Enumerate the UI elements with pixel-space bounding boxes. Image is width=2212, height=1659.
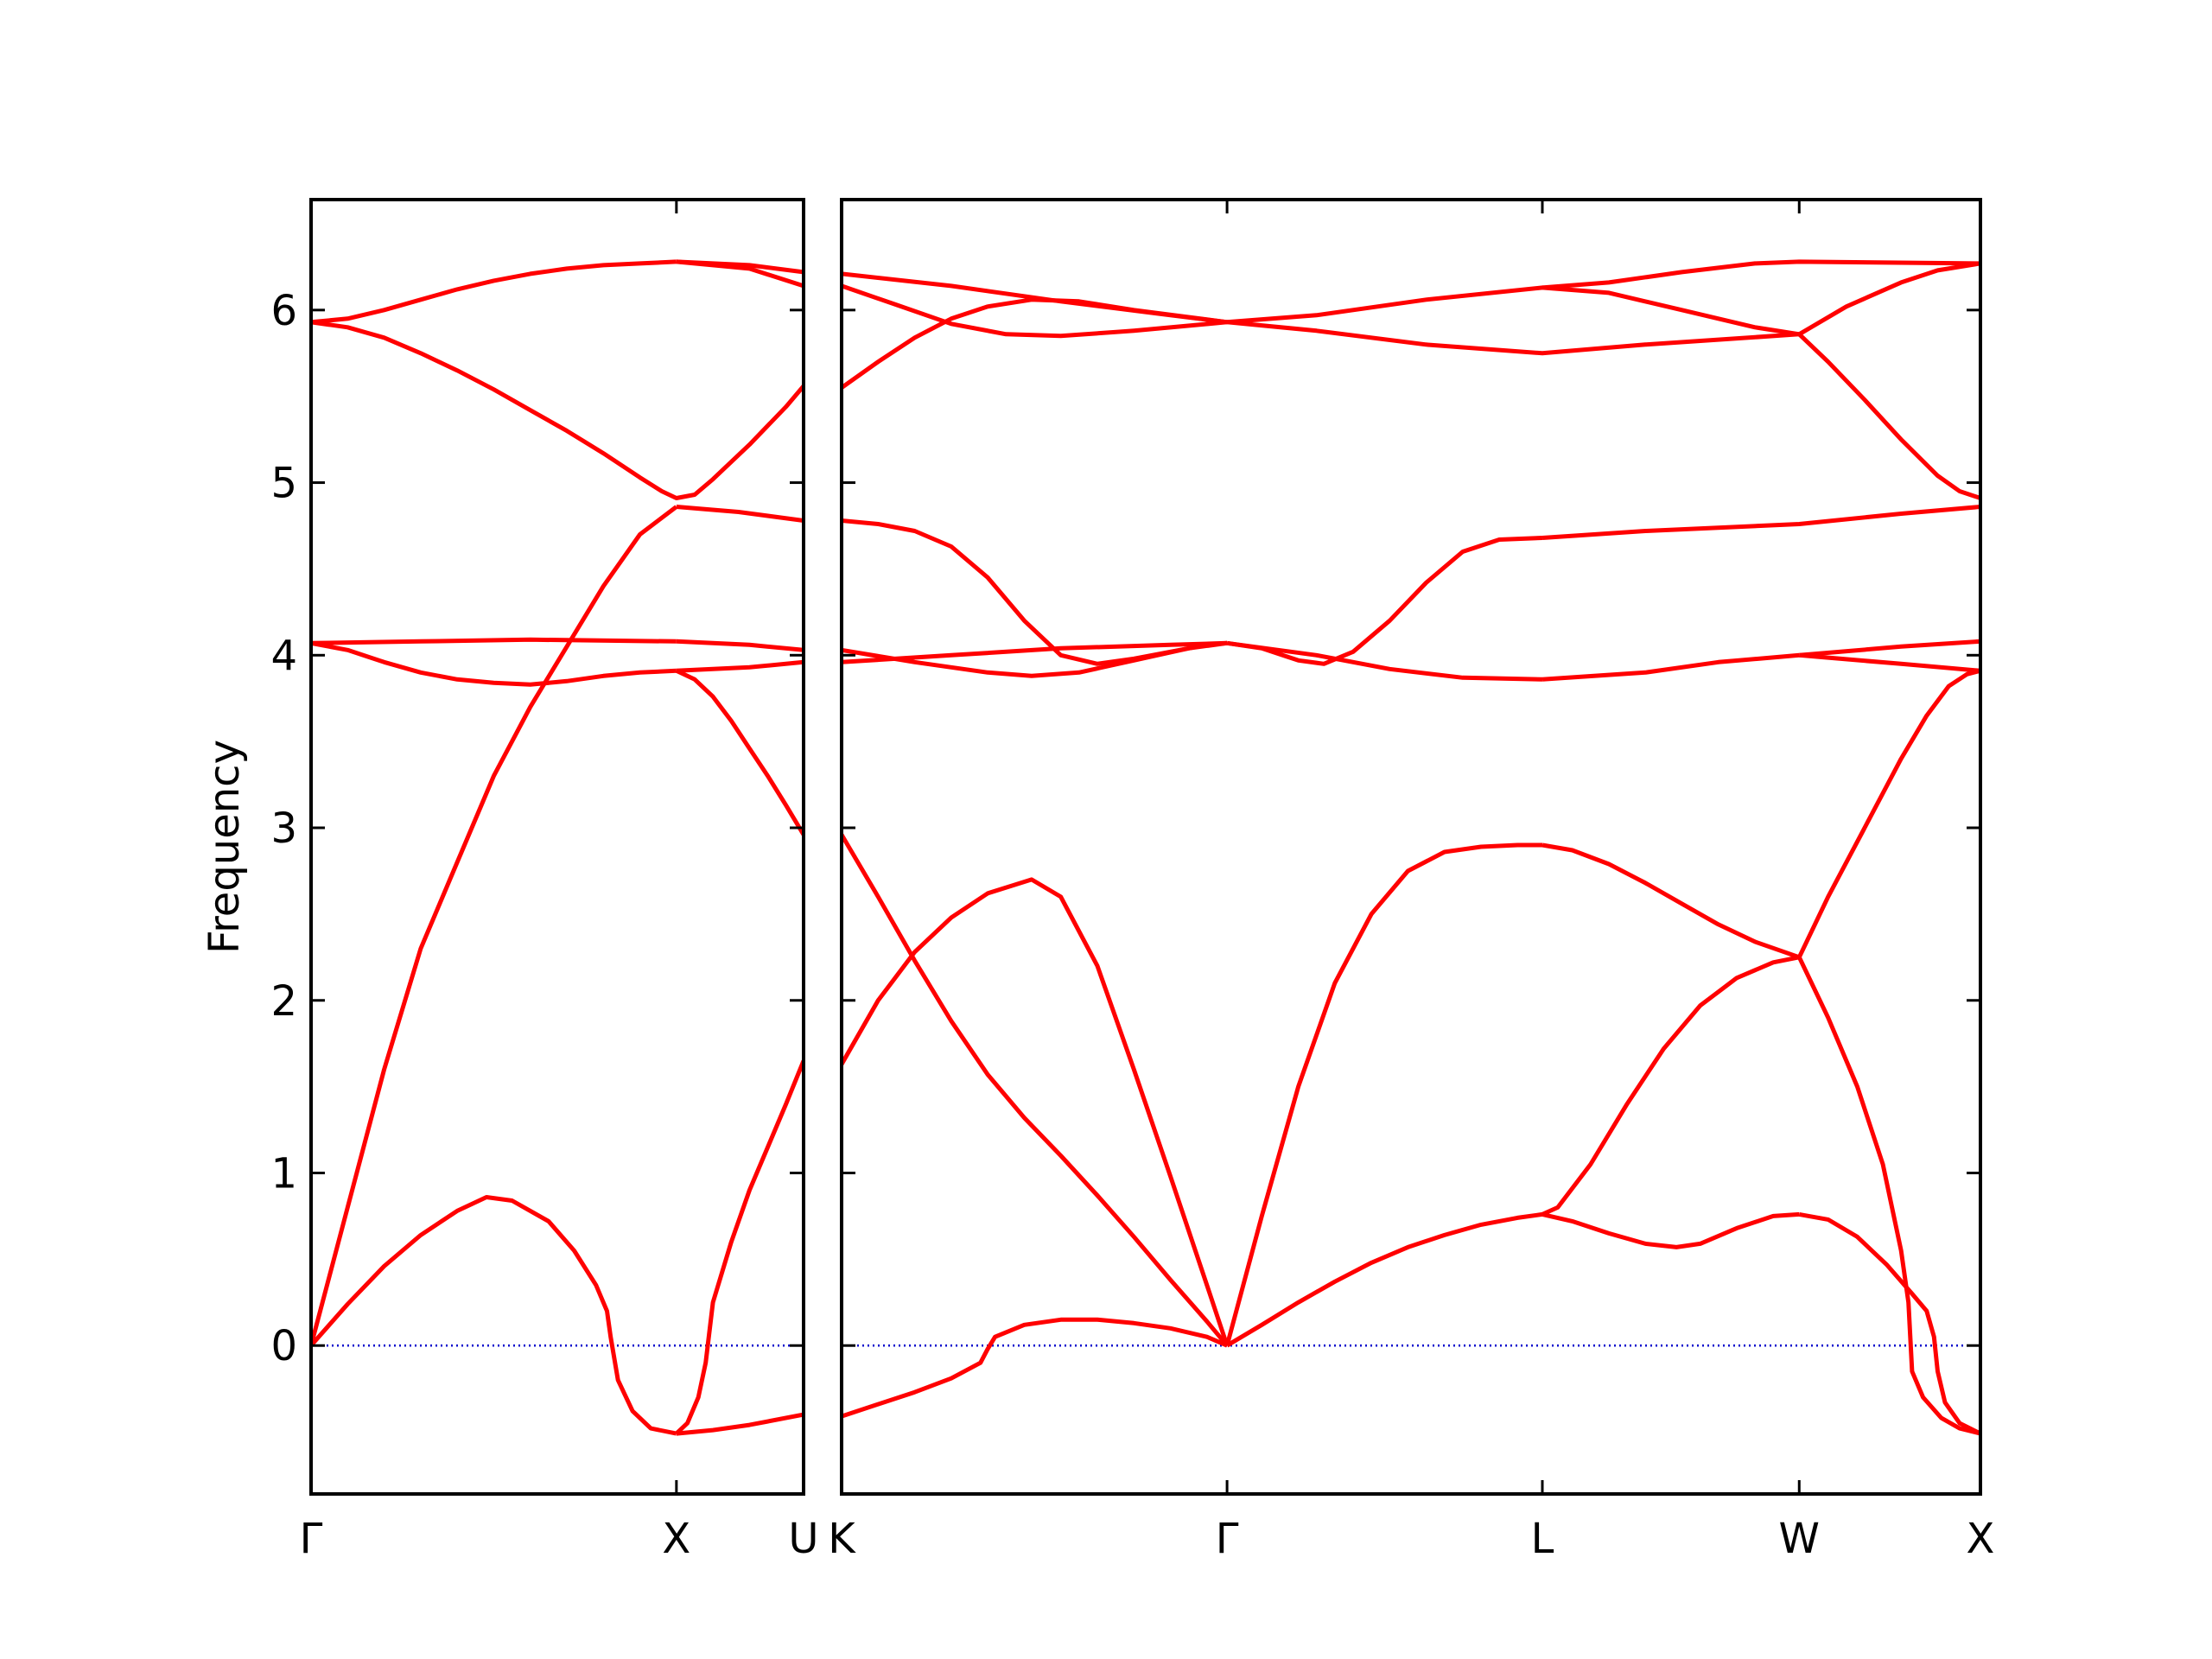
band-line <box>842 518 1228 666</box>
band-line <box>675 669 804 836</box>
y-tick-label: 1 <box>270 1149 297 1198</box>
band-line <box>675 1059 804 1435</box>
band-line <box>311 259 677 325</box>
band-line <box>1798 1211 1980 1436</box>
band-line <box>676 659 804 673</box>
y-tick-label: 6 <box>270 287 297 335</box>
band-line <box>311 1195 677 1436</box>
x-tick-label: K <box>828 1515 856 1563</box>
band-line <box>311 320 804 500</box>
y-tick-label: 0 <box>270 1322 297 1370</box>
band-line <box>1541 652 1800 682</box>
band-line <box>1226 320 1800 356</box>
band-line <box>1224 842 1542 1346</box>
band-line <box>1225 1211 1543 1348</box>
band-line <box>842 877 1230 1346</box>
x-tick-label: X <box>662 1515 690 1563</box>
x-tick-label: Γ <box>1216 1515 1239 1563</box>
band-line <box>1797 332 1980 500</box>
band-line <box>1799 639 1980 658</box>
x-tick-label: W <box>1779 1515 1820 1563</box>
band-line <box>842 640 1228 678</box>
band-line <box>1799 652 1980 673</box>
band-line <box>311 640 677 687</box>
band-line <box>1226 259 1980 325</box>
band-line <box>676 505 804 523</box>
band-line <box>1541 842 1801 960</box>
x-tick-label: L <box>1531 1515 1554 1563</box>
band-line <box>311 505 678 1346</box>
y-tick-label: 2 <box>270 977 297 1026</box>
x-tick-label: U <box>788 1515 818 1563</box>
band-line <box>1797 956 1980 1436</box>
band-line <box>842 283 1228 339</box>
band-line <box>676 639 804 652</box>
band-line <box>1226 536 1543 666</box>
y-tick-label: 5 <box>270 460 297 508</box>
y-axis-label: Frequency <box>200 740 249 954</box>
band-line <box>842 1317 1229 1419</box>
band-line <box>1226 640 1543 682</box>
band-line <box>1541 955 1800 1217</box>
band-line <box>676 1412 804 1436</box>
plot-frame <box>309 198 805 1496</box>
band-line <box>842 833 1230 1347</box>
band-line <box>311 637 677 645</box>
band-line <box>1541 1211 1800 1249</box>
x-tick-label: Γ <box>300 1515 323 1563</box>
band-line <box>676 259 804 289</box>
band-line <box>842 297 1228 390</box>
band-line <box>1541 505 1980 540</box>
band-line <box>1798 261 1980 336</box>
band-line <box>1541 285 1800 337</box>
band-line <box>1797 668 1980 958</box>
x-tick-label: X <box>1967 1515 1995 1563</box>
band-line <box>842 640 1228 664</box>
y-tick-label: 3 <box>270 804 297 853</box>
plot-frame <box>840 198 1982 1496</box>
y-tick-label: 4 <box>270 632 297 680</box>
